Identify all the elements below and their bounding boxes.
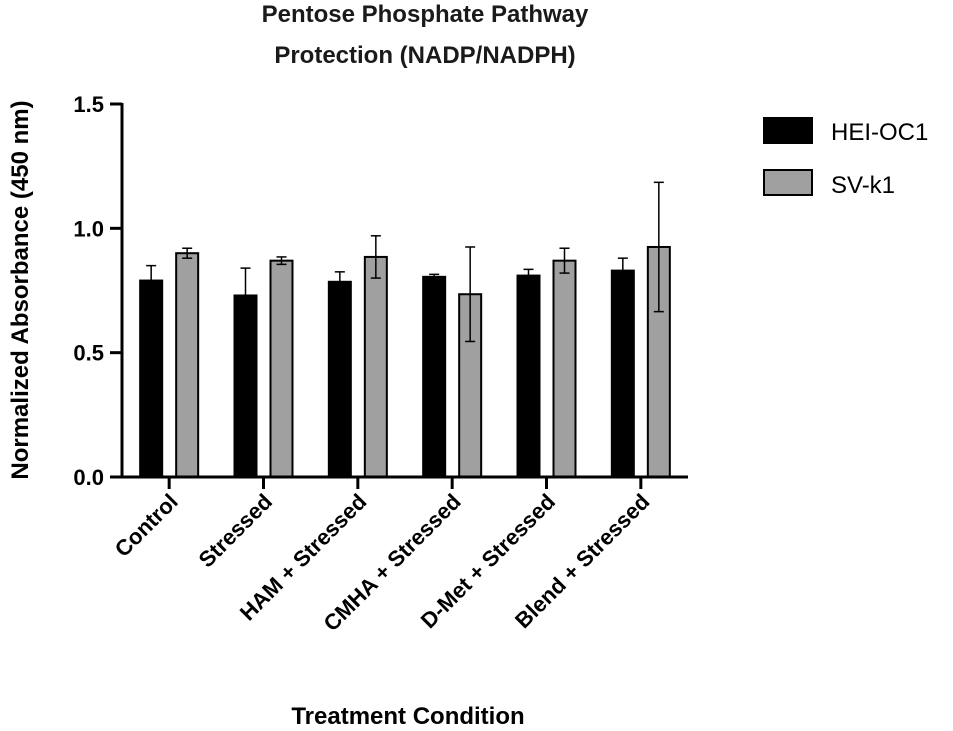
y-tick-label: 0.5 (73, 341, 104, 366)
legend-label-hei-oc1: HEI-OC1 (831, 119, 928, 146)
bars-group (139, 245, 671, 479)
legend-label-sv-k1: SV-k1 (831, 172, 895, 199)
x-tick-label: Control (110, 489, 183, 562)
x-tick-label: Stressed (194, 489, 277, 572)
bar-hei-oc1-5 (610, 269, 635, 478)
legend-item-sv-k1: SV-k1 (763, 169, 895, 199)
y-axis-title: Normalized Absorbance (450 nm) (7, 100, 34, 479)
error-bars-group (146, 181, 664, 343)
bar-sv-k1-1 (269, 259, 294, 478)
y-tick-label: 1.5 (73, 92, 104, 117)
legend-swatch-hei-oc1 (763, 117, 813, 144)
legend-swatch-sv-k1 (763, 169, 813, 196)
bar-hei-oc1-2 (327, 280, 352, 478)
y-tick-label: 1.0 (73, 216, 104, 241)
y-axis-ticks: 0.0 0.5 1.0 1.5 (73, 92, 122, 490)
bar-sv-k1-2 (363, 255, 388, 478)
bar-hei-oc1-0 (139, 279, 164, 479)
bar-hei-oc1-3 (422, 275, 447, 478)
bar-hei-oc1-4 (516, 274, 541, 478)
y-tick-label: 0.0 (73, 465, 104, 490)
legend: HEI-OC1 SV-k1 (763, 117, 928, 199)
chart-title-line-2: Protection (NADP/NADPH) (274, 42, 575, 69)
legend-item-hei-oc1: HEI-OC1 (763, 117, 928, 146)
bar-sv-k1-0 (175, 252, 200, 478)
chart-title-line-1: Pentose Phosphate Pathway (262, 1, 589, 28)
x-axis-title: Treatment Condition (291, 703, 524, 730)
bar-sv-k1-4 (552, 259, 577, 478)
